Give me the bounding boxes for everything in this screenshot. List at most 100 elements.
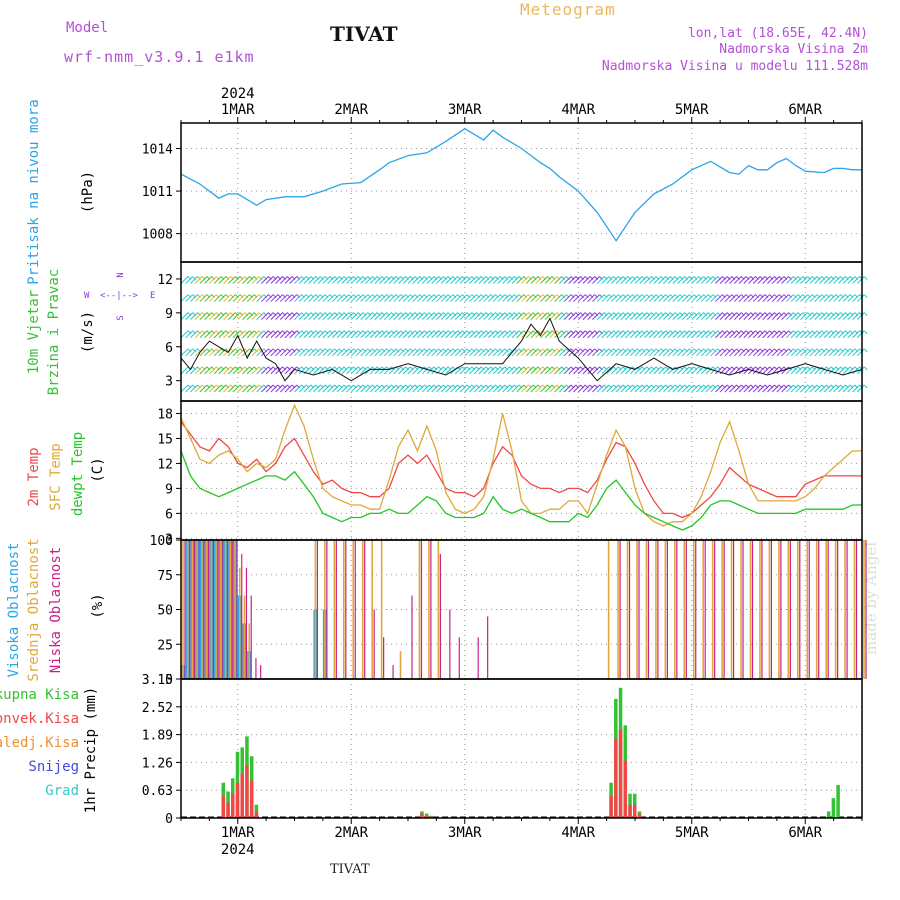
wind-barb xyxy=(261,348,269,357)
wind-barb xyxy=(265,294,274,302)
wind-barb xyxy=(261,312,269,320)
y-tick-label: 50 xyxy=(157,604,173,619)
wind-barb xyxy=(611,294,619,302)
wind-barb xyxy=(369,366,378,375)
wind-barb xyxy=(322,294,331,302)
wind-barb xyxy=(644,276,652,284)
wind-barb xyxy=(180,312,189,320)
wind-barb xyxy=(402,276,411,284)
wind-barb xyxy=(592,312,600,320)
wind-barb xyxy=(346,348,354,357)
wind-barb xyxy=(511,330,520,339)
wind-barb xyxy=(573,312,581,320)
wind-barb xyxy=(421,366,430,375)
wind-barb xyxy=(374,294,383,302)
wind-barb xyxy=(417,312,425,320)
wind-barb xyxy=(648,294,657,302)
wind-barb xyxy=(194,384,203,393)
wind-barb xyxy=(620,366,629,375)
wind-barb xyxy=(639,384,648,393)
wind-barb xyxy=(294,312,302,320)
wind-barb xyxy=(620,312,629,320)
wind-barb xyxy=(554,330,562,339)
wind-barb xyxy=(242,330,250,339)
conv-precip-bar xyxy=(637,814,642,818)
wind-barb xyxy=(194,330,203,339)
wind-barb xyxy=(781,312,789,320)
wind-barb xyxy=(440,348,449,357)
wind-barb xyxy=(303,294,312,302)
wind-barb xyxy=(762,384,771,393)
wind-barb xyxy=(516,294,525,302)
wind-barb xyxy=(331,330,340,339)
wind-barb xyxy=(237,330,246,339)
day-label-top: 6MAR xyxy=(788,102,822,118)
wind-barb xyxy=(729,294,737,302)
wind-barb xyxy=(800,348,808,357)
wind-barb xyxy=(521,276,529,284)
wind-barb xyxy=(724,330,733,339)
wind-barb xyxy=(790,312,799,320)
wind-barb xyxy=(407,384,416,393)
wind-barb xyxy=(700,384,709,393)
wind-barb xyxy=(842,330,851,339)
wind-barb xyxy=(204,330,212,339)
wind-barb xyxy=(289,294,298,302)
wind-barb xyxy=(412,312,421,320)
wind-barb xyxy=(615,384,624,393)
wind-barb xyxy=(544,276,553,284)
wind-barb xyxy=(242,294,250,302)
wind-barb xyxy=(648,366,657,375)
wind-barb xyxy=(469,312,477,320)
wind-barb xyxy=(752,312,761,320)
wind-barb xyxy=(298,330,307,339)
wind-barb xyxy=(752,330,761,339)
wind-barb xyxy=(270,276,279,284)
wind-barb xyxy=(554,348,562,357)
wind-barb xyxy=(497,384,506,393)
wind-barb xyxy=(478,348,487,357)
wind-barb xyxy=(521,348,529,357)
wind-barb xyxy=(648,276,657,284)
wind-barb xyxy=(407,276,416,284)
wind-barb xyxy=(459,294,468,302)
wind-barb xyxy=(667,276,676,284)
wind-barb xyxy=(776,348,785,357)
wind-barb xyxy=(544,294,553,302)
wind-barb xyxy=(298,366,307,375)
wind-barb xyxy=(681,366,690,375)
wind-barb xyxy=(275,276,283,284)
wind-barb xyxy=(771,276,780,284)
wind-barb xyxy=(554,294,562,302)
wind-barb xyxy=(379,276,387,284)
wind-barb xyxy=(388,330,397,339)
wind-barb xyxy=(284,384,293,393)
wind-barb xyxy=(743,312,752,320)
wind-barb xyxy=(847,366,856,375)
wind-barb xyxy=(350,330,359,339)
wind-barb xyxy=(833,348,841,357)
wind-barb xyxy=(710,276,719,284)
pressure-unit-label: (hPa) xyxy=(80,171,96,213)
wind-barb xyxy=(800,276,808,284)
wind-barb xyxy=(516,366,525,375)
wind-barb xyxy=(327,294,335,302)
wind-barb xyxy=(350,366,359,375)
day-label-top: 5MAR xyxy=(675,102,709,118)
wind-barb xyxy=(748,384,756,393)
wind-barb xyxy=(506,294,515,302)
wind-barb xyxy=(804,366,813,375)
wind-barb xyxy=(464,366,473,375)
wind-barb xyxy=(733,366,742,375)
conv-precip-bar xyxy=(245,765,249,818)
wind-barb xyxy=(242,276,250,284)
wind-barb xyxy=(535,276,544,284)
wind-barb xyxy=(644,312,652,320)
conv-precip-bar xyxy=(633,804,637,818)
wind-barb xyxy=(724,276,733,284)
wind-barb xyxy=(265,384,274,393)
wind-barb xyxy=(251,276,260,284)
wind-barb xyxy=(469,330,477,339)
wind-barb xyxy=(601,294,610,302)
wind-barb xyxy=(535,294,544,302)
